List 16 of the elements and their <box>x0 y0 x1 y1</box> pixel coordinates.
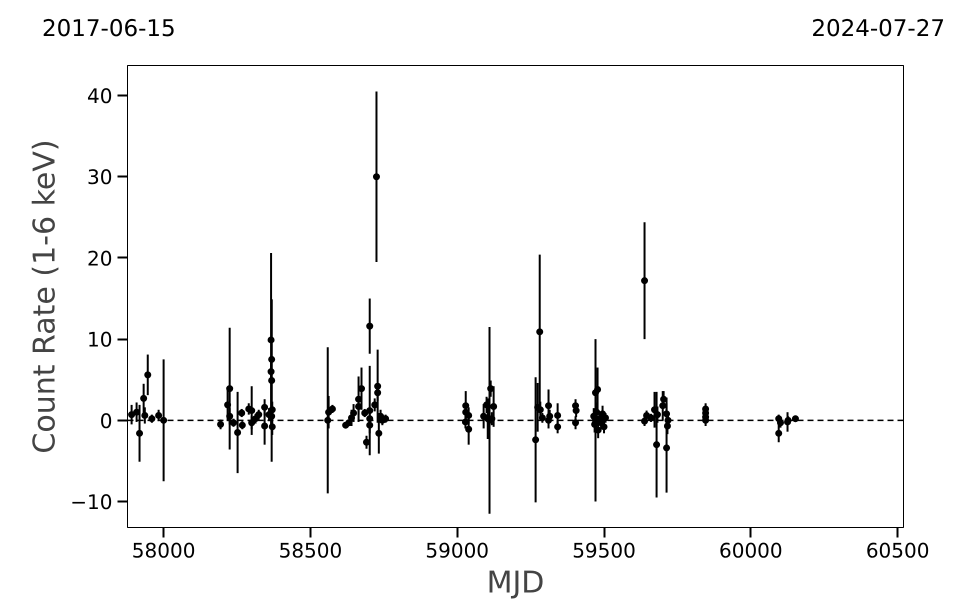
x-tick-label: 60500 <box>866 538 930 562</box>
x-tick-label: 58000 <box>132 538 196 562</box>
y-tick-label: 20 <box>87 246 113 270</box>
x-tick-label: 59000 <box>425 538 490 562</box>
text: 2017-06-15 <box>42 15 176 44</box>
x-axis-title: MJD <box>486 566 544 600</box>
y-tick-label: −10 <box>70 490 113 514</box>
y-tick-label: 30 <box>87 165 113 190</box>
x-tick-label: 58500 <box>278 538 342 562</box>
y-tick-label: 40 <box>87 84 113 108</box>
x-tick-label: 59500 <box>572 538 636 562</box>
text: 2024-07-27 <box>811 15 945 44</box>
y-tick-label: 0 <box>100 408 113 433</box>
y-tick-label: 10 <box>87 328 113 352</box>
x-tick-label: 60000 <box>719 538 783 562</box>
y-axis-title: Count Rate (1-6 keV) <box>27 139 62 454</box>
